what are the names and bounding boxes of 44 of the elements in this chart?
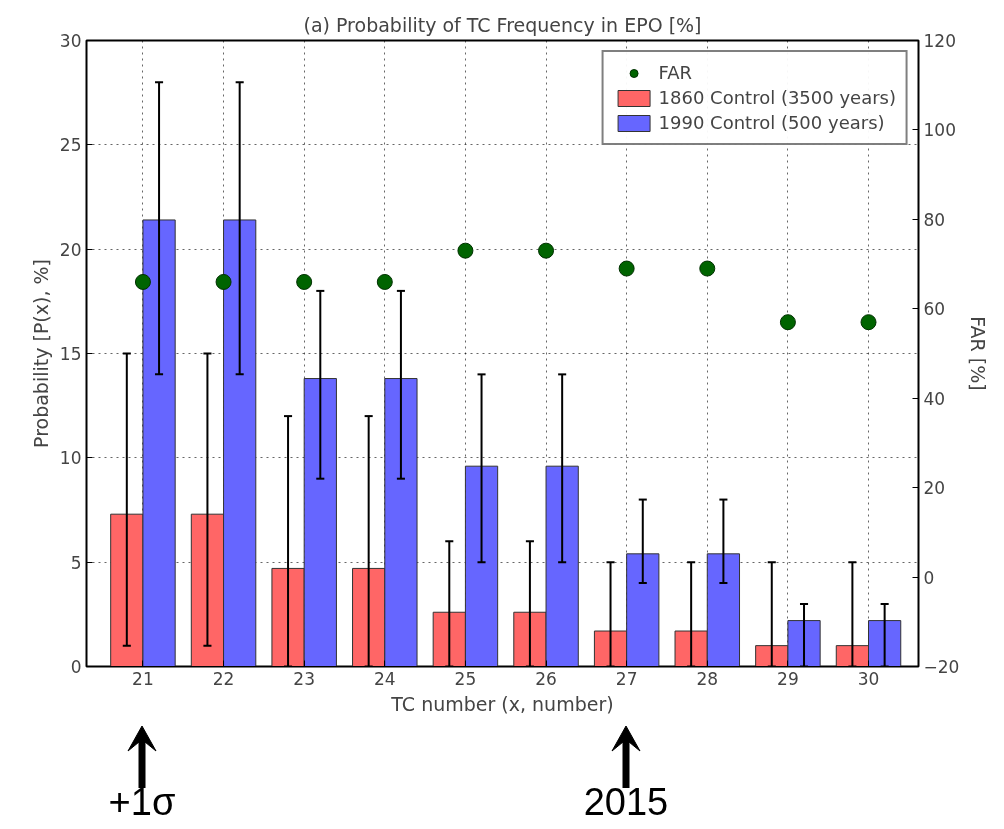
legend-label: 1990 Control (500 years) — [658, 112, 885, 133]
chart-title: (a) Probability of TC Frequency in EPO [%] — [303, 13, 702, 36]
y-tick-label: 15 — [59, 344, 82, 364]
point — [296, 273, 313, 290]
y2-tick-label: 60 — [923, 299, 946, 320]
point — [457, 242, 474, 259]
x-tick-label: 29 — [777, 668, 799, 689]
y-tick-label: 20 — [59, 239, 82, 260]
y-axis-title: Probability [P(x), %] — [29, 259, 52, 448]
legend-label: 1860 Control (3500 years) — [658, 87, 896, 108]
legend-label: FAR — [658, 62, 693, 83]
x-tick-label: 24 — [373, 668, 396, 689]
y2-tick-label: 40 — [923, 388, 946, 409]
y-tick-label: 30 — [59, 31, 82, 51]
x-tick-label: 27 — [615, 668, 638, 689]
point — [538, 242, 555, 259]
point — [376, 273, 393, 290]
x-axis-title: TC number (x, number) — [390, 692, 614, 715]
point — [860, 314, 877, 331]
x-tick-label: 21 — [132, 668, 154, 689]
y2-tick-label: 100 — [923, 120, 956, 141]
y2-tick-label: −20 — [923, 657, 960, 677]
y2-axis-title: FAR [%] — [967, 316, 990, 391]
x-tick-label: 23 — [293, 668, 315, 689]
y2-tick-label: 80 — [923, 209, 946, 230]
x-tick-label: 28 — [696, 668, 719, 689]
point — [779, 314, 796, 331]
y2-tick-label: 20 — [923, 478, 946, 499]
text: +1σ — [107, 780, 177, 824]
point — [134, 273, 151, 290]
y-tick-label: 0 — [70, 657, 82, 677]
y-tick-label: 10 — [59, 448, 82, 469]
y2-tick-label: 120 — [923, 31, 956, 51]
x-tick-label: 25 — [454, 668, 477, 689]
y-tick-label: 25 — [59, 135, 82, 156]
x-tick-label: 30 — [857, 668, 880, 689]
point — [618, 260, 635, 277]
x-tick-label: 22 — [212, 668, 235, 689]
x-tick-label: 26 — [535, 668, 557, 689]
point — [699, 260, 716, 277]
point — [215, 273, 232, 290]
text: 2015 — [582, 780, 670, 824]
y2-tick-label: 0 — [923, 567, 935, 588]
y-tick-label: 5 — [70, 552, 82, 573]
